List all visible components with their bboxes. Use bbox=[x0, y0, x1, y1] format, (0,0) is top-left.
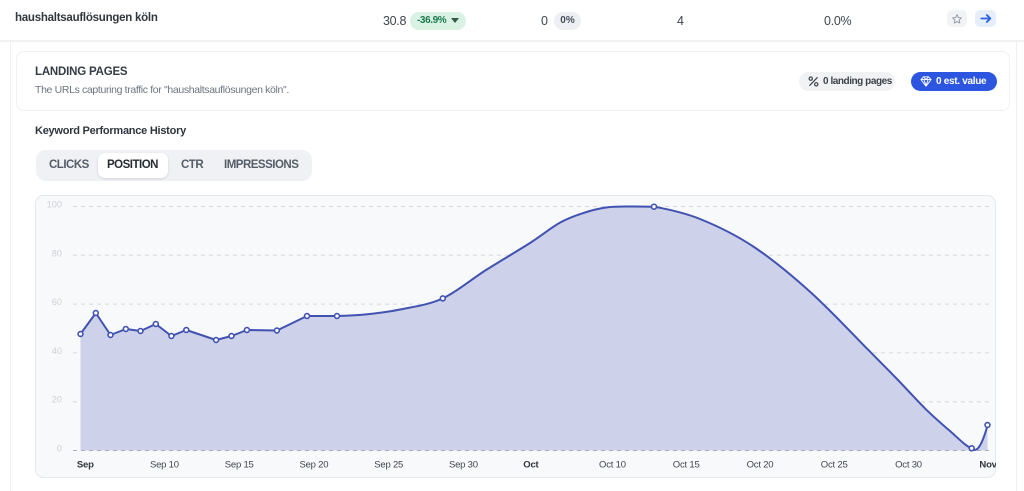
svg-text:20: 20 bbox=[52, 395, 62, 405]
svg-text:Oct 20: Oct 20 bbox=[747, 460, 774, 471]
svg-text:Oct 25: Oct 25 bbox=[821, 460, 848, 471]
svg-text:60: 60 bbox=[52, 297, 62, 307]
svg-text:0: 0 bbox=[57, 444, 62, 454]
svg-text:Oct: Oct bbox=[523, 460, 539, 471]
svg-text:Sep 20: Sep 20 bbox=[299, 460, 328, 471]
svg-text:Oct 30: Oct 30 bbox=[895, 460, 922, 471]
svg-text:100: 100 bbox=[47, 200, 62, 210]
svg-text:Oct 10: Oct 10 bbox=[599, 460, 626, 471]
svg-text:40: 40 bbox=[52, 346, 62, 356]
svg-text:Oct 15: Oct 15 bbox=[673, 460, 700, 471]
svg-text:Sep: Sep bbox=[77, 460, 94, 471]
svg-text:80: 80 bbox=[52, 248, 62, 258]
svg-text:Nov: Nov bbox=[979, 460, 996, 471]
svg-text:Sep 10: Sep 10 bbox=[150, 460, 179, 471]
svg-text:Sep 30: Sep 30 bbox=[449, 460, 478, 471]
svg-text:Sep 25: Sep 25 bbox=[374, 460, 403, 471]
svg-text:Sep 15: Sep 15 bbox=[225, 460, 254, 471]
